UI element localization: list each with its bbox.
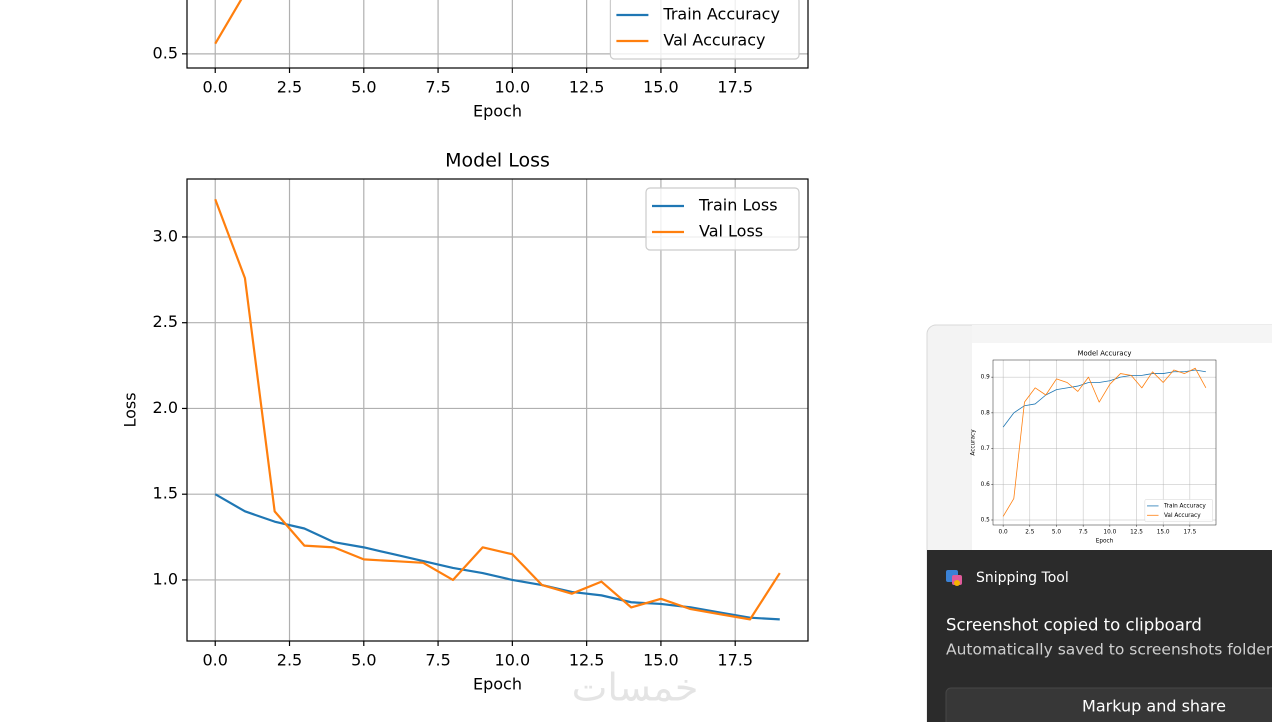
plot-frame (186, 178, 809, 642)
x-tick-label: 7.5 (425, 78, 450, 97)
series-line (214, 198, 781, 621)
y-tick-label: 0.8 (981, 410, 990, 416)
x-tick-label: 12.5 (569, 651, 605, 670)
y-tick-label: 3.0 (153, 226, 178, 245)
y-tick-label: 2.5 (153, 312, 178, 331)
y-tick-label: 0.5 (153, 43, 178, 62)
legend-box (1144, 499, 1213, 522)
x-tick-label: 10.0 (495, 78, 531, 97)
markup-button-label[interactable]: Markup and share (1082, 697, 1226, 716)
y-tick-label: 2.0 (153, 398, 178, 417)
legend-box (645, 187, 800, 251)
x-tick-label: 2.5 (1025, 530, 1034, 536)
y-tick-label: 0.9 (981, 375, 990, 381)
legend-label: Train Accuracy (662, 5, 780, 24)
watermark: خمسات (572, 666, 699, 710)
plot-frame (186, 0, 809, 69)
notification-title: Screenshot copied to clipboard (946, 616, 1202, 635)
y-tick-label: 1.0 (153, 569, 178, 588)
app-name: Snipping Tool (976, 570, 1069, 586)
x-tick-label: 10.0 (1103, 530, 1116, 536)
x-tick-label: 0.0 (203, 651, 228, 670)
x-tick-label: 12.5 (1130, 530, 1143, 536)
x-tick-label: 0.0 (203, 78, 228, 97)
thumbnail-code-strip (972, 325, 1272, 343)
thumbnail-chart: 0.0 2.5 5.0 7.5 10.0 12.5 15.0 17.5 0.5 0.6 0.7 0.8… (970, 350, 1217, 544)
x-tick-label: 5.0 (351, 78, 376, 97)
x-tick-label: 2.5 (277, 651, 302, 670)
y-axis-label: Accuracy (970, 429, 976, 456)
x-tick-label: 7.5 (425, 651, 450, 670)
notification: 0.0 2.5 5.0 7.5 10.0 12.5 15.0 17.5 0.5 0.6 0.7 0.8… (926, 324, 1272, 722)
series-line (1002, 367, 1207, 517)
x-tick-label: 10.0 (495, 651, 531, 670)
x-tick-label: 15.0 (643, 78, 679, 97)
plot-frame (992, 359, 1217, 526)
x-tick-label: 12.5 (569, 78, 605, 97)
legend-label: Val Loss (699, 222, 763, 241)
notebook-output: 0.02.55.07.510.012.515.017.50.50.60.70.8… (121, 0, 809, 694)
legend-label: Val Accuracy (663, 31, 765, 50)
notification-message: Automatically saved to screenshots folde… (946, 641, 1272, 659)
legend-label: Val Accuracy (1164, 513, 1201, 519)
x-tick-label: 5.0 (351, 651, 376, 670)
thumbnail-image[interactable] (972, 325, 1272, 550)
legend-label: Train Accuracy (1163, 503, 1206, 509)
x-tick-label: 5.0 (1052, 530, 1061, 536)
markup-button[interactable] (945, 687, 1272, 722)
y-tick-label: 0.7 (981, 446, 990, 452)
x-axis-label: Epoch (473, 102, 522, 121)
x-tick-label: 17.5 (1183, 530, 1196, 536)
chart-title: Model Accuracy (1078, 350, 1132, 358)
legend-label: Train Loss (698, 196, 778, 215)
legend-box (609, 0, 800, 60)
chart-title: Model Loss (445, 150, 550, 172)
app-icon (946, 570, 962, 586)
x-tick-label: 7.5 (1079, 530, 1088, 536)
x-axis-label: Epoch (1096, 538, 1114, 544)
y-tick-label: 1.5 (153, 484, 178, 503)
y-tick-label: 0.5 (981, 518, 990, 524)
x-tick-label: 2.5 (277, 78, 302, 97)
x-tick-label: 17.5 (717, 651, 753, 670)
x-axis-label: Epoch (473, 675, 522, 694)
icon-part (954, 580, 960, 586)
x-tick-label: 15.0 (1157, 530, 1170, 536)
y-tick-label: 0.6 (981, 482, 990, 488)
x-tick-label: 17.5 (717, 78, 753, 97)
x-tick-label: 15.0 (643, 651, 679, 670)
x-tick-label: 0.0 (999, 530, 1008, 536)
y-axis-label: Loss (121, 392, 140, 427)
